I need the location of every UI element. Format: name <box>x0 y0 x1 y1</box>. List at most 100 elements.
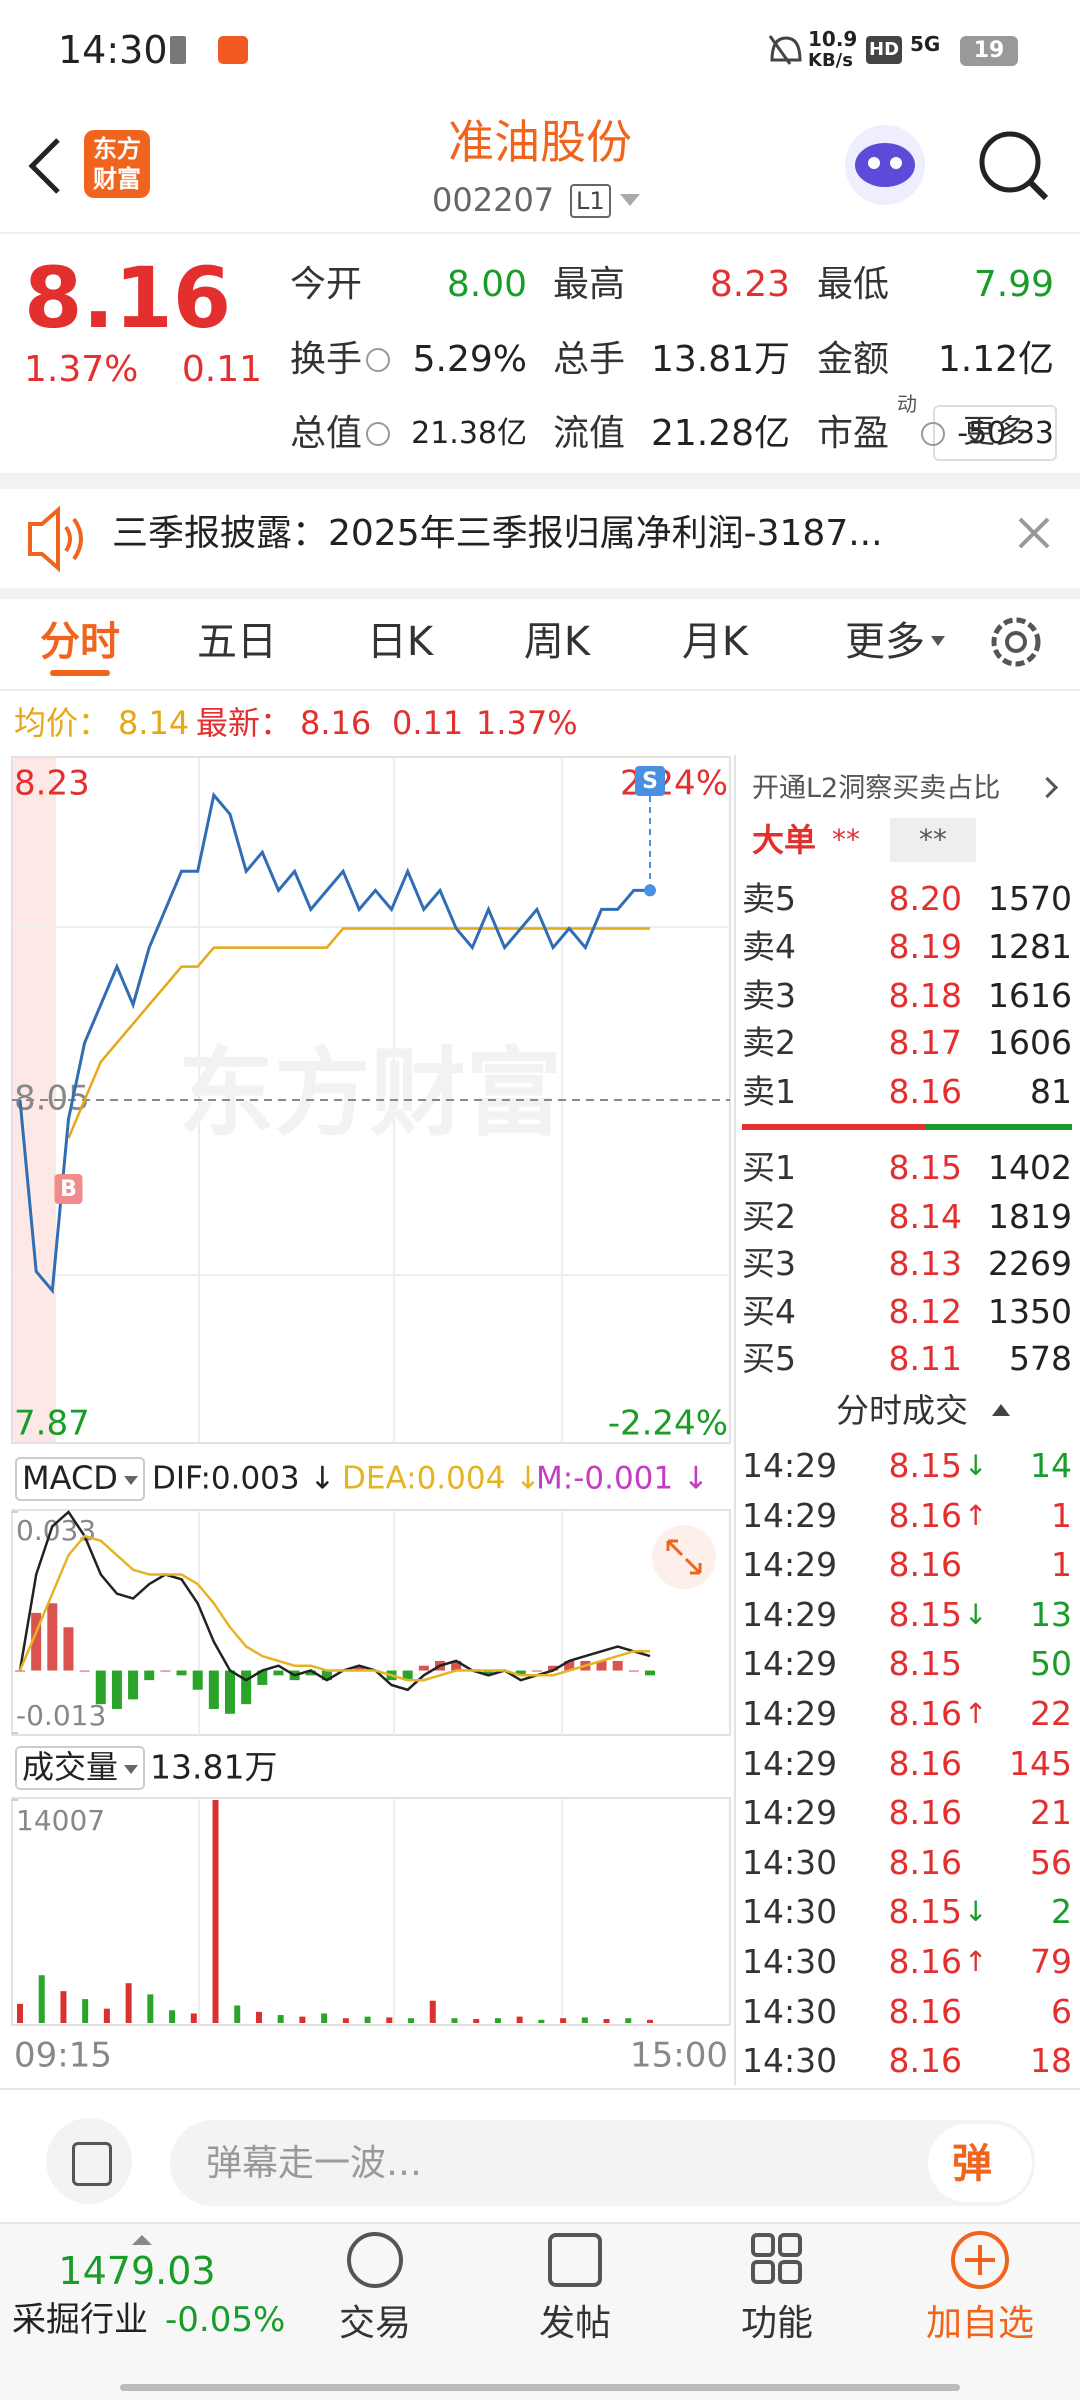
info-icon <box>366 422 390 446</box>
volume-bar <box>125 1983 132 2023</box>
trade-icon[interactable] <box>347 2232 403 2288</box>
tab[interactable]: 五日 <box>197 619 277 665</box>
change-percent: 1.37% <box>24 349 139 390</box>
last-price: 8.16 <box>24 249 232 347</box>
tab[interactable]: 更多 <box>845 619 925 665</box>
ratio-bar-sell <box>742 1124 925 1130</box>
trade-time: 14:29 <box>742 1694 838 1733</box>
expand-button <box>652 1525 716 1589</box>
trade-time: 14:29 <box>742 1743 838 1783</box>
trade-price: 8.15 <box>888 1892 962 1932</box>
macd-bar <box>370 1670 381 1672</box>
trade-volume: 13 <box>1030 1594 1072 1634</box>
danmu-button-frame[interactable] <box>928 2124 1032 2202</box>
divider <box>0 2088 1080 2090</box>
l2-promo[interactable]: 开通L2洞察买卖占比 <box>752 773 1001 804</box>
logo-box <box>84 130 150 198</box>
back-button[interactable] <box>28 138 60 194</box>
book-price: 8.17 <box>888 1023 962 1062</box>
book-volume: 1281 <box>988 927 1072 966</box>
volume-bar <box>625 2018 632 2023</box>
legend-label: 均价： <box>14 704 111 742</box>
auction-band <box>12 757 56 1443</box>
y-tick-label: 14007 <box>16 1804 105 1837</box>
industry-change[interactable]: -0.05% <box>165 2300 286 2340</box>
macd-bar <box>580 1660 591 1671</box>
last-point <box>644 884 656 897</box>
add-icon[interactable] <box>951 2231 1009 2289</box>
industry-name[interactable]: 采掘行业 <box>12 2300 148 2340</box>
trade-volume: 18 <box>1030 2041 1072 2081</box>
volume-bar <box>429 2000 436 2023</box>
danmu-input[interactable]: 弹幕走一波… <box>206 2143 423 2184</box>
macd-bar <box>435 1660 445 1671</box>
book-volume: 1606 <box>988 1023 1072 1062</box>
divider <box>0 232 1080 234</box>
trades-title[interactable]: 分时成交 <box>836 1391 968 1430</box>
trade-time: 14:29 <box>742 1793 838 1833</box>
series-line <box>18 1534 650 1682</box>
volume-bar <box>581 2017 588 2023</box>
function-icon[interactable] <box>751 2233 775 2257</box>
info-value: 8.16 <box>300 704 372 742</box>
volume-bar <box>516 2016 523 2023</box>
volume-bar <box>212 1800 219 2023</box>
indicator-selector <box>15 1457 145 1501</box>
tab[interactable]: 日K <box>366 619 434 665</box>
danmu-button[interactable]: 弹 <box>952 2141 992 2187</box>
notice-text[interactable]: 三季报披露：2025年三季报归属净利润-3187... <box>112 513 883 554</box>
nav-item[interactable]: 发帖 <box>538 2303 611 2344</box>
volume-bar <box>321 2013 328 2023</box>
trade-arrow: ↓ <box>964 1597 988 1631</box>
input-pill[interactable] <box>170 2120 1035 2206</box>
more-button[interactable]: 更多 <box>962 412 1027 450</box>
settings-icon[interactable] <box>986 612 1046 672</box>
macd-bar <box>645 1670 655 1676</box>
y-tick-label: -0.013 <box>16 1699 106 1732</box>
tab[interactable]: 月K <box>681 619 749 665</box>
book-price: 8.19 <box>888 927 962 966</box>
tab[interactable]: 分时 <box>40 619 120 665</box>
nav-item[interactable]: 交易 <box>338 2303 411 2344</box>
macd-bar <box>289 1670 300 1681</box>
quote-label: 金额 <box>817 339 890 380</box>
book-volume: 1402 <box>988 1148 1072 1187</box>
panel-frame <box>11 1797 731 2026</box>
quote-label-sup: 动 <box>897 392 917 416</box>
notes-button[interactable] <box>46 2118 132 2204</box>
book-side: 买3 <box>742 1244 796 1283</box>
volume-bar <box>60 1991 67 2023</box>
indicator-title: 成交量 <box>22 1748 118 1786</box>
trade-volume: 6 <box>1051 1991 1072 2031</box>
post-icon[interactable] <box>548 2233 602 2287</box>
tab[interactable]: 周K <box>523 619 591 665</box>
y-tick-label: 7.87 <box>14 1404 90 1444</box>
status-time: 14:30 <box>58 28 168 72</box>
volume-bar <box>473 2019 480 2023</box>
volume-bar <box>255 2011 262 2023</box>
nav-item[interactable]: 加自选 <box>925 2303 1034 2344</box>
nav-item[interactable]: 功能 <box>740 2303 813 2344</box>
gesture-bar <box>120 2384 960 2391</box>
macd-bar <box>63 1627 74 1671</box>
macd-bar <box>467 1670 478 1672</box>
close-button[interactable] <box>1018 517 1050 549</box>
sell-marker: S <box>642 769 658 794</box>
header-icons <box>28 35 1049 206</box>
book-volume: 1350 <box>988 1292 1072 1331</box>
battery: 19 <box>960 36 1018 66</box>
section-gap <box>0 473 1080 489</box>
y2-tick-label: 2.24% <box>620 764 728 804</box>
index-value[interactable]: 1479.03 <box>58 2249 216 2293</box>
series-line <box>67 927 650 1139</box>
book-side: 买2 <box>742 1197 796 1236</box>
trade-volume: 1 <box>1051 1545 1072 1585</box>
code-dropdown[interactable] <box>620 194 640 206</box>
trade-time: 14:30 <box>742 2041 838 2081</box>
volume-bar <box>82 1999 89 2023</box>
book-volume: 1819 <box>988 1197 1072 1236</box>
macd-bar <box>47 1603 58 1671</box>
quote-value: 1.12亿 <box>937 339 1054 380</box>
y-tick-label: 0.033 <box>16 1514 96 1547</box>
search-button[interactable] <box>979 131 1041 193</box>
